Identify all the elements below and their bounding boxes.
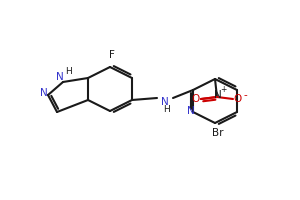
Text: N: N: [214, 90, 222, 100]
Text: O: O: [192, 94, 200, 104]
Text: O: O: [234, 94, 242, 104]
Text: N: N: [161, 97, 169, 107]
Text: F: F: [109, 50, 115, 60]
Text: Br: Br: [212, 128, 224, 138]
Text: H: H: [163, 104, 170, 114]
Text: N: N: [187, 106, 195, 116]
Text: N: N: [40, 88, 48, 98]
Text: H: H: [64, 68, 71, 76]
Text: -: -: [243, 90, 247, 100]
Text: N: N: [56, 72, 64, 82]
Text: +: +: [220, 86, 226, 95]
